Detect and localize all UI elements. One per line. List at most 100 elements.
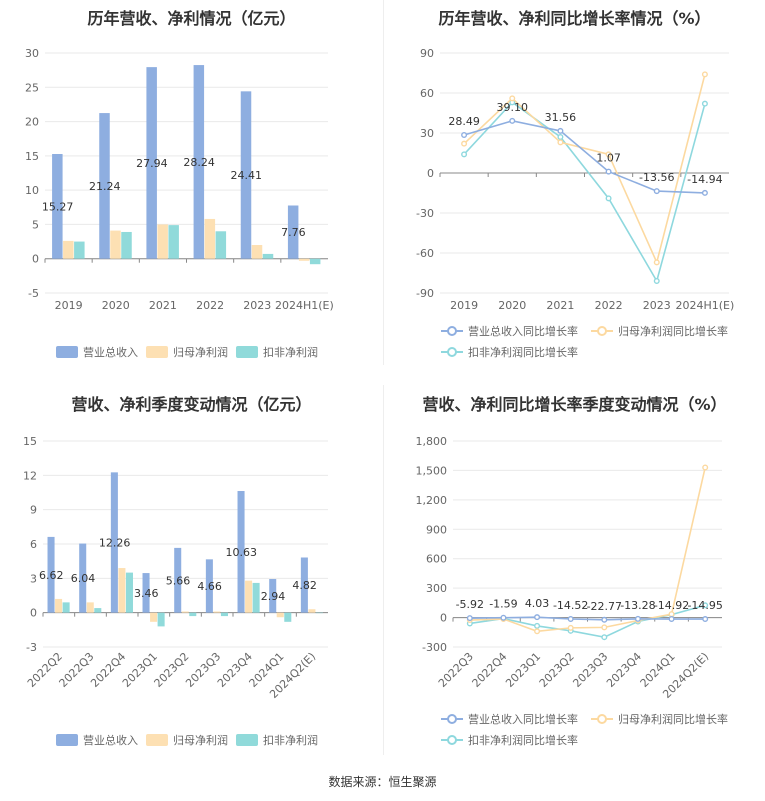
data-point: [668, 611, 675, 618]
x-tick-label: 2024H1(E): [275, 299, 334, 312]
data-point: [500, 614, 507, 621]
bar-deducted-net-profit: [220, 612, 228, 617]
series-line-revenue-growth: [469, 616, 706, 621]
x-tick-label: 2020: [102, 299, 130, 312]
legend-swatch: [146, 734, 168, 746]
chart-title: 营收、净利同比增长率季度变动情况（%）: [422, 395, 727, 414]
bar-net-profit: [204, 218, 216, 259]
y-tick-label: 30: [25, 47, 39, 60]
x-tick-label: 2019: [450, 299, 478, 312]
data-label: 31.56: [545, 111, 577, 124]
data-label: -13.28: [620, 599, 655, 612]
bar-deducted-net-profit: [121, 231, 132, 259]
x-tick-label: 2019: [55, 299, 83, 312]
bar-revenue: [287, 205, 299, 259]
y-tick-label: 300: [426, 582, 447, 595]
bar-net-profit: [245, 580, 253, 613]
legend-swatch-marker: [597, 326, 607, 336]
legend-swatch: [236, 734, 258, 746]
quarterly-growth-chart: 营收、净利同比增长率季度变动情况（%） 1,800 1,500 1,200 900 60…: [384, 385, 765, 760]
data-point: [534, 622, 541, 629]
data-label: -14.94: [687, 173, 722, 186]
bar-net-profit: [276, 612, 284, 618]
annual-growth-chart: 历年营收、净利同比增长率情况（%） 90 60 30 0 -30 -60 -90 2019 20…: [384, 0, 765, 365]
y-tick-label: 90: [420, 47, 434, 60]
y-tick-label: 15: [25, 150, 39, 163]
y-tick-label: 15: [23, 435, 37, 448]
bar-revenue: [174, 547, 182, 613]
legend-swatch-marker: [447, 347, 457, 357]
data-label: -1.59: [489, 598, 517, 611]
data-point: [701, 189, 708, 196]
bar-net-profit: [150, 612, 158, 622]
legend-label: 营业总收入: [83, 345, 138, 359]
data-label: 4.03: [525, 597, 550, 610]
legend-label: 归母净利润同比增长率: [618, 324, 728, 338]
y-tick-label: -60: [416, 247, 434, 260]
legend-label: 扣非净利润: [263, 733, 318, 747]
y-tick-label: 30: [420, 127, 434, 140]
y-tick-label: 6: [30, 538, 37, 551]
data-label: 27.94: [136, 157, 168, 170]
data-label: 21.24: [89, 180, 121, 193]
data-label: 6.04: [71, 572, 96, 585]
bar-revenue: [146, 67, 157, 259]
x-tick-label: 2022Q3: [436, 650, 476, 690]
bar-revenue: [300, 557, 308, 613]
legend-swatch: [56, 346, 78, 358]
y-tick-label: 25: [25, 81, 39, 94]
bar-deducted-net-profit: [189, 612, 197, 617]
data-point: [509, 95, 516, 102]
bar-deducted-net-profit: [157, 612, 165, 627]
y-tick-label: 10: [25, 184, 39, 197]
bar-deducted-net-profit: [94, 608, 102, 613]
y-tick-label: 5: [32, 218, 39, 231]
legend-label: 归母净利润: [173, 733, 228, 747]
data-point: [653, 259, 660, 266]
legend-swatch: [236, 346, 258, 358]
series-line-deducted-growth: [463, 101, 706, 284]
legend-label: 归母净利润: [173, 345, 228, 359]
data-point: [702, 464, 709, 471]
data-label: 6.62: [39, 569, 64, 582]
data-label: 2.94: [261, 590, 286, 603]
data-label: -22.77: [587, 600, 622, 613]
bar-deducted-net-profit: [309, 258, 321, 265]
bar-net-profit: [55, 598, 63, 613]
y-tick-label: 1,500: [416, 464, 448, 477]
data-point: [701, 71, 708, 78]
data-label: -5.92: [456, 598, 484, 611]
bar-deducted-net-profit: [215, 231, 227, 259]
data-point: [509, 117, 516, 124]
bar-revenue: [99, 113, 110, 259]
chart-title: 营收、净利季度变动情况（亿元）: [71, 395, 312, 414]
bar-revenue: [110, 472, 118, 613]
y-tick-label: 1,200: [416, 494, 448, 507]
data-label: -14.92: [654, 599, 689, 612]
bar-deducted-net-profit: [262, 253, 274, 259]
data-label: 3.46: [134, 587, 159, 600]
y-tick-label: 12: [23, 469, 37, 482]
x-tick-label: 2024H1(E): [676, 299, 735, 312]
legend-label: 营业总收入同比增长率: [468, 324, 578, 338]
data-point: [601, 624, 608, 631]
data-point: [557, 133, 564, 140]
y-tick-label: 60: [420, 87, 434, 100]
legend-label: 营业总收入: [83, 733, 138, 747]
x-tick-label: 2023Q2: [537, 650, 577, 690]
data-label: 5.66: [166, 574, 191, 587]
data-label: 12.26: [99, 537, 131, 550]
x-tick-label: 2022: [196, 299, 224, 312]
bar-net-profit: [181, 611, 189, 613]
data-point: [668, 616, 675, 623]
data-point: [605, 168, 612, 175]
bar-net-profit: [157, 224, 168, 259]
data-label: -14.52: [553, 599, 588, 612]
bar-net-profit: [308, 609, 316, 613]
legend-swatch-marker: [597, 714, 607, 724]
bar-net-profit: [213, 611, 221, 613]
data-point: [557, 127, 564, 134]
data-label: 4.82: [292, 579, 317, 592]
bar-deducted-net-profit: [125, 572, 133, 613]
bar-revenue: [193, 65, 205, 259]
